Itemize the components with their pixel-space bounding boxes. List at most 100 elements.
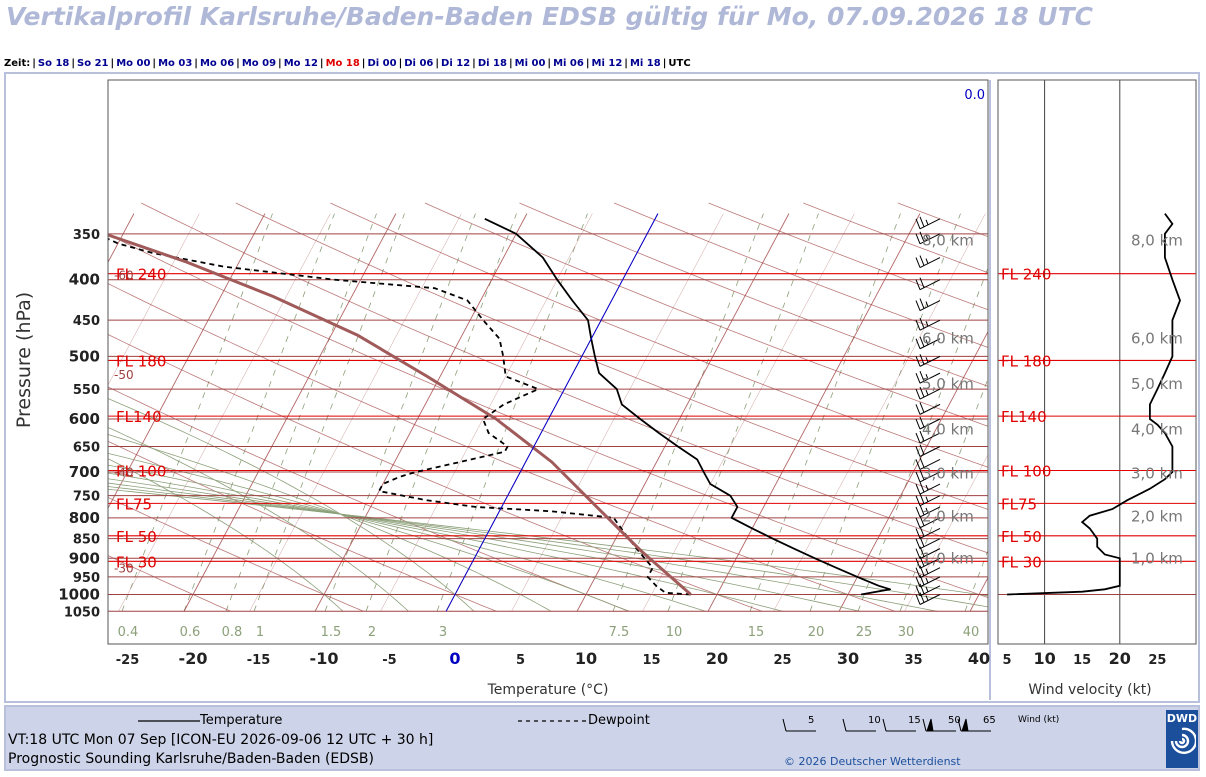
wind-barb (915, 402, 941, 415)
time-separator: | (508, 58, 513, 69)
moist-adiabat-line (108, 472, 783, 612)
time-item[interactable]: Mo 03 (158, 58, 193, 69)
footer-legend-graphics (138, 718, 991, 732)
wind-height-label: 6,0 km (1131, 329, 1183, 347)
time-separator: | (585, 58, 590, 69)
y-tick-label: 1000 (58, 586, 100, 604)
wind-barb (915, 386, 941, 400)
isotherm-label: -30 (114, 562, 134, 576)
wind-barb (915, 526, 941, 539)
wind-barb (915, 574, 941, 588)
series-line-parcel (108, 233, 692, 596)
moist-adiabat-line (108, 458, 344, 612)
moist-adiabat-line (108, 486, 988, 608)
wind-barb (915, 370, 941, 384)
time-item[interactable]: So 21 (77, 58, 109, 69)
flight-level-label: FL 50 (116, 528, 157, 546)
y-tick-label: 400 (69, 271, 100, 289)
isotherm-label: -50 (114, 368, 134, 382)
page-title: Vertikalprofil Karlsruhe/Baden-Baden EDS… (6, 2, 1093, 31)
dry-adiabat-line (108, 334, 763, 612)
height-label: 4,0 km (922, 421, 974, 439)
wind-height-label: 2,0 km (1131, 508, 1183, 526)
wind-legend-unit: Wind (kt) (1018, 715, 1060, 725)
x-tick-label: -20 (179, 649, 208, 668)
time-separator: | (110, 58, 115, 69)
time-item[interactable]: Mo 06 (199, 58, 235, 69)
y-axis-label: Pressure (hPa) (13, 292, 35, 428)
moist-adiabat-line (108, 478, 860, 612)
time-item[interactable]: Di 18 (477, 58, 507, 69)
time-separator: | (71, 58, 76, 69)
series-line-0-c (445, 213, 659, 612)
mixing-ratio-label: 0.6 (180, 625, 201, 640)
x-tick-label: 0 (449, 649, 460, 668)
y-tick-label: 750 (73, 490, 100, 505)
time-item[interactable]: Mo 12 (283, 58, 318, 69)
time-selector: Zeit: | So 18 | So 21 | Mo 00 | Mo 03 | Mo 06 | Mo 0… (4, 58, 691, 72)
dry-adiabat-line (108, 283, 896, 612)
wind-legend-value: 65 (983, 715, 996, 726)
flight-level-label: FL75 (116, 495, 152, 513)
time-separator: | (361, 58, 366, 69)
moist-adiabat-line (108, 482, 937, 612)
time-item[interactable]: Mi 18 (629, 58, 661, 69)
wind-barb (915, 444, 941, 457)
flight-level-label: FL 180 (116, 352, 166, 370)
mixing-ratio-label: 10 (666, 625, 683, 640)
station-label: Prognostic Sounding Karlsruhe/Baden-Bade… (8, 751, 374, 767)
time-item[interactable]: Mo 09 (241, 58, 277, 69)
mixing-ratio-label: 15 (748, 625, 765, 640)
x-tick-label: -5 (382, 653, 396, 668)
height-label: 8,0 km (922, 232, 974, 250)
mixing-ratio-label: 20 (808, 625, 825, 640)
dwd-logo: DWD (1166, 710, 1198, 768)
series-line-temperature (484, 217, 891, 596)
time-item[interactable]: Mi 12 (591, 58, 623, 69)
time-separator: | (662, 58, 667, 69)
x-tick-label: 5 (516, 653, 525, 668)
wind-barb (915, 416, 941, 430)
wind-flight-level-label: FL 50 (1001, 528, 1042, 546)
wind-barb (915, 317, 941, 331)
x-tick-label: 35 (904, 653, 922, 668)
mixing-ratio-label: 1.5 (321, 625, 342, 640)
y-tick-label: 650 (73, 441, 100, 456)
zero-level-label: 0.0 (964, 88, 985, 103)
wind-barb (915, 493, 941, 507)
dry-adiabat-line (424, 202, 988, 427)
time-item[interactable]: Di 06 (404, 58, 434, 69)
wind-x-tick-label: 20 (1109, 649, 1131, 668)
time-item[interactable]: Mo 18 (325, 58, 360, 69)
wind-x-tick-label: 5 (1002, 653, 1011, 668)
time-item[interactable]: Di 00 (367, 58, 397, 69)
plot-area (108, 80, 988, 644)
time-separator: | (278, 58, 282, 69)
x-tick-label: -15 (247, 653, 271, 668)
time-item[interactable]: Di 12 (441, 58, 471, 69)
time-item[interactable]: Mi 06 (553, 58, 584, 69)
height-label: 2,0 km (922, 508, 974, 526)
x-tick-label: -10 (310, 649, 339, 668)
temperature-legend-label: Temperature (200, 713, 283, 728)
time-separator: | (398, 58, 403, 69)
height-label: 5,0 km (922, 375, 974, 393)
wind-barb (915, 592, 941, 605)
wind-flight-level-label: FL 180 (1001, 352, 1051, 370)
moist-adiabat-line (108, 464, 706, 612)
wind-barb (915, 255, 941, 268)
wind-flight-level-label: FL 30 (1001, 553, 1042, 571)
time-item[interactable]: Mi 00 (514, 58, 546, 69)
x-tick-label: 10 (575, 649, 597, 668)
time-item[interactable]: So 18 (37, 58, 70, 69)
flight-level-label: FL 100 (116, 462, 166, 480)
time-label: Zeit: (4, 58, 31, 69)
wind-legend-value: 10 (868, 715, 881, 726)
dry-adiabat-line (330, 202, 988, 468)
dwd-logo-icon (1170, 727, 1198, 755)
mixing-ratio-label: 30 (898, 625, 915, 640)
wind-flight-level-label: FL 100 (1001, 462, 1051, 480)
time-item[interactable]: Mo 00 (116, 58, 151, 69)
valid-time: VT:18 UTC Mon 07 Sep [ICON-EU 2026-09-06… (8, 732, 434, 748)
wind-legend-value: 50 (948, 715, 961, 726)
